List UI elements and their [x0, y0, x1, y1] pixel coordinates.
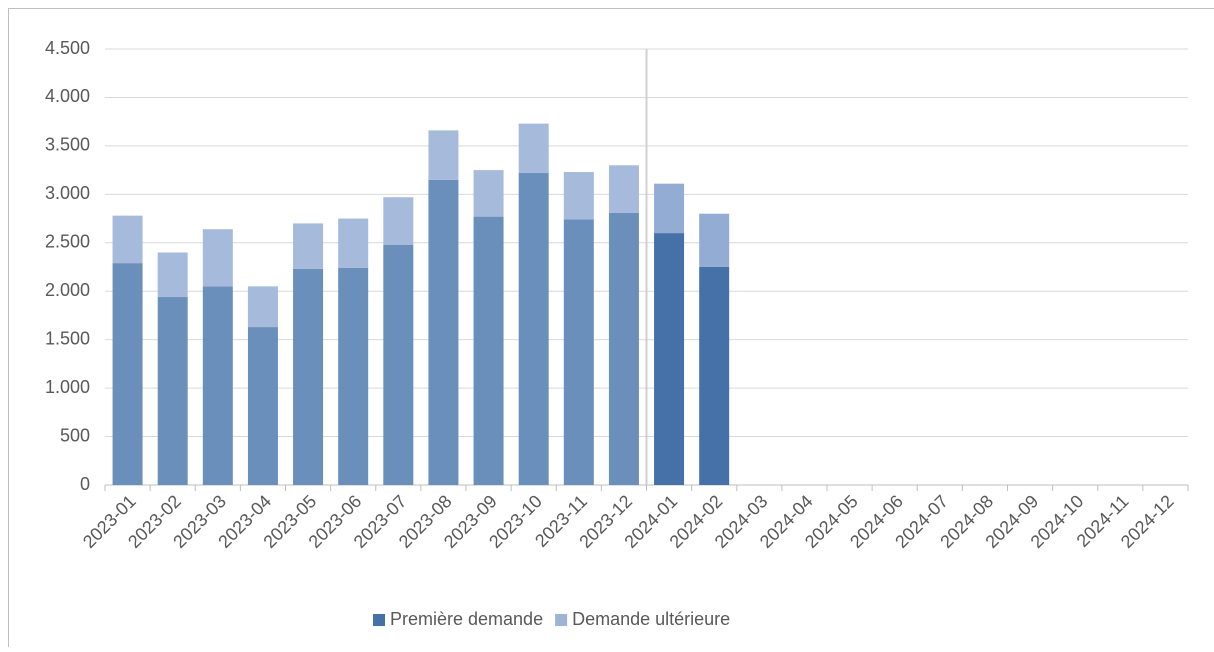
bar — [474, 170, 504, 217]
bar — [699, 214, 729, 267]
bar — [203, 229, 233, 286]
bar — [113, 263, 143, 485]
bar — [474, 217, 504, 485]
bar — [383, 245, 413, 485]
y-tick-label: 500 — [60, 425, 90, 445]
y-tick-label: 1.000 — [45, 377, 90, 397]
y-tick-label: 0 — [80, 474, 90, 494]
y-tick-label: 3.000 — [45, 183, 90, 203]
legend-label: Première demande — [390, 609, 543, 629]
legend-swatch — [373, 614, 385, 626]
y-tick-label: 4.000 — [45, 86, 90, 106]
bar — [564, 220, 594, 485]
legend-swatch — [555, 614, 567, 626]
legend-label: Demande ultérieure — [572, 609, 730, 629]
y-tick-label: 4.500 — [45, 38, 90, 58]
bar — [293, 223, 323, 269]
bar — [113, 216, 143, 263]
bar — [203, 286, 233, 485]
bar — [654, 184, 684, 233]
bar — [428, 180, 458, 485]
bar — [158, 252, 188, 297]
bar — [338, 268, 368, 485]
bar — [519, 124, 549, 173]
bar — [519, 173, 549, 485]
bar — [609, 213, 639, 485]
bar — [293, 269, 323, 485]
bar — [699, 267, 729, 485]
bar — [338, 219, 368, 268]
bar — [383, 197, 413, 244]
bar — [248, 327, 278, 485]
y-tick-label: 2.000 — [45, 280, 90, 300]
bar — [428, 130, 458, 179]
bar — [564, 172, 594, 219]
y-tick-label: 2.500 — [45, 232, 90, 252]
y-tick-label: 1.500 — [45, 328, 90, 348]
bar — [248, 286, 278, 327]
y-tick-label: 3.500 — [45, 135, 90, 155]
bar — [158, 297, 188, 485]
bar — [609, 165, 639, 212]
bar — [654, 233, 684, 485]
